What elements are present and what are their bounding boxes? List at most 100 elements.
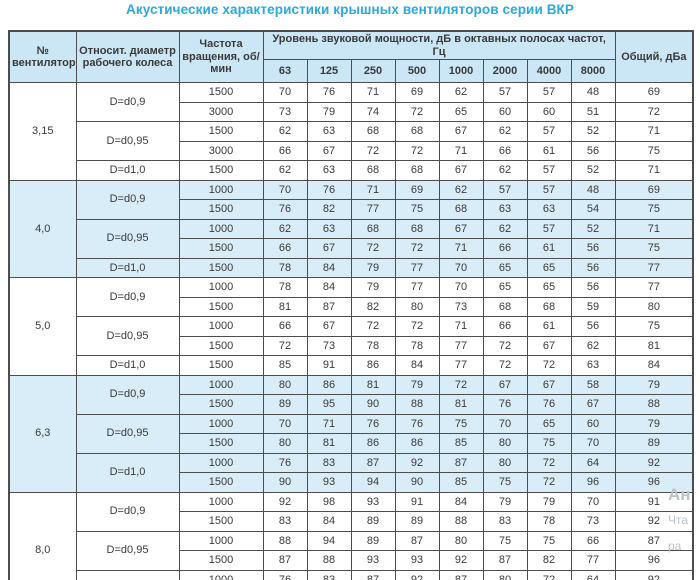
level-cell-500hz: 92 xyxy=(394,452,440,474)
level-cell-125hz: 83 xyxy=(306,569,352,580)
diameter-cell: D=d1,0 xyxy=(75,569,180,580)
level-cell-500hz: 86 xyxy=(394,433,440,454)
diameter-cell: D=d0,9 xyxy=(75,179,180,220)
level-cell-8000hz: 56 xyxy=(570,277,616,298)
level-cell-4000hz: 75 xyxy=(526,530,572,552)
level-cell-2000hz: 57 xyxy=(482,82,528,103)
rpm-cell: 1500 xyxy=(178,550,264,571)
header-impeller-diameter: Относит. диаметр рабочего колеса xyxy=(75,30,180,84)
level-cell-2000hz: 57 xyxy=(482,179,528,201)
level-cell-500hz: 72 xyxy=(394,238,440,259)
level-cell-125hz: 98 xyxy=(306,491,352,513)
level-cell-63hz: 72 xyxy=(262,335,308,357)
level-cell-1000hz: 87 xyxy=(438,452,484,474)
level-cell-63hz: 87 xyxy=(262,550,308,571)
table-row: 4,0 D=d0,9 1000 70 76 71 69 62 57 57 48 69 xyxy=(8,179,694,279)
rpm-cell: 1500 xyxy=(178,121,264,142)
level-cell-2000hz: 65 xyxy=(482,277,528,298)
level-cell-1000hz: 87 xyxy=(438,569,484,580)
total-dba-cell: 96 xyxy=(614,472,694,493)
diameter-cell: D=d1,0 xyxy=(75,452,180,493)
level-cell-125hz: 63 xyxy=(306,160,352,181)
level-cell-500hz: 72 xyxy=(394,101,440,123)
level-cell-1000hz: 72 xyxy=(438,374,484,396)
level-cell-125hz: 91 xyxy=(306,355,352,376)
level-cell-125hz: 84 xyxy=(306,277,352,298)
total-dba-cell: 79 xyxy=(614,413,694,435)
total-dba-cell: 92 xyxy=(614,511,694,532)
diameter-cell: D=d0,95 xyxy=(75,121,180,162)
total-dba-cell: 69 xyxy=(614,179,694,201)
level-cell-63hz: 85 xyxy=(262,355,308,376)
total-dba-cell: 91 xyxy=(614,491,694,513)
rpm-cell: 1000 xyxy=(178,530,264,552)
table-row: 6,3 D=d0,9 1000 80 86 81 79 72 67 67 58 79 xyxy=(8,374,694,493)
level-cell-4000hz: 79 xyxy=(526,491,572,513)
level-cell-63hz: 66 xyxy=(262,140,308,162)
total-dba-cell: 92 xyxy=(614,452,694,474)
level-cell-500hz: 87 xyxy=(394,530,440,552)
header-frequency-125: 125 xyxy=(306,59,352,84)
rpm-cell: 1000 xyxy=(178,316,264,337)
total-dba-cell: 71 xyxy=(614,218,694,240)
level-cell-2000hz: 62 xyxy=(482,218,528,240)
fan-number-cell: 8,0 xyxy=(8,491,77,580)
level-cell-8000hz: 96 xyxy=(570,472,616,493)
level-cell-2000hz: 70 xyxy=(482,413,528,435)
level-cell-500hz: 69 xyxy=(394,82,440,103)
table-row: D=d0,95 1000 70 71 76 76 75 70 65 60 79 xyxy=(9,413,694,454)
level-cell-125hz: 63 xyxy=(306,218,352,240)
rpm-cell: 1500 xyxy=(178,257,264,279)
header-total-dba: Общий, дБа xyxy=(614,30,694,84)
level-cell-1000hz: 68 xyxy=(438,199,484,220)
level-cell-2000hz: 80 xyxy=(482,569,528,580)
total-dba-cell: 92 xyxy=(614,569,694,580)
level-cell-63hz: 62 xyxy=(262,160,308,181)
rpm-cell: 1000 xyxy=(178,569,264,580)
level-cell-2000hz: 76 xyxy=(482,394,528,415)
rpm-cell: 1500 xyxy=(178,296,264,318)
level-cell-2000hz: 72 xyxy=(482,355,528,376)
total-dba-cell: 75 xyxy=(614,316,694,337)
level-cell-63hz: 83 xyxy=(262,511,308,532)
level-cell-1000hz: 85 xyxy=(438,433,484,454)
header-frequency-63: 63 xyxy=(262,59,308,84)
level-cell-63hz: 92 xyxy=(262,491,308,513)
level-cell-63hz: 66 xyxy=(262,316,308,337)
level-cell-8000hz: 56 xyxy=(570,257,616,279)
total-dba-cell: 80 xyxy=(614,296,694,318)
level-cell-250hz: 79 xyxy=(350,257,396,279)
table-row: 1500 80 81 86 86 85 80 75 70 89 xyxy=(9,433,694,454)
fan-number-cell: 6,3 xyxy=(8,374,77,493)
level-cell-1000hz: 77 xyxy=(438,355,484,376)
level-cell-2000hz: 66 xyxy=(482,140,528,162)
total-dba-cell: 75 xyxy=(614,199,694,220)
level-cell-4000hz: 61 xyxy=(526,238,572,259)
total-dba-cell: 71 xyxy=(614,160,694,181)
header-frequency-8000: 8000 xyxy=(570,59,616,84)
rpm-cell: 3000 xyxy=(178,140,264,162)
level-cell-4000hz: 65 xyxy=(526,277,572,298)
rpm-cell: 1500 xyxy=(178,199,264,220)
level-cell-8000hz: 52 xyxy=(570,218,616,240)
table-row: D=d0,95 1000 88 94 89 87 80 75 75 66 87 xyxy=(9,530,694,571)
level-cell-125hz: 82 xyxy=(306,199,352,220)
level-cell-2000hz: 80 xyxy=(482,433,528,454)
rpm-cell: 1000 xyxy=(178,491,264,513)
acoustic-characteristics-table: № вентилятора Относит. диаметр рабочего … xyxy=(8,30,695,580)
level-cell-1000hz: 84 xyxy=(438,491,484,513)
level-cell-500hz: 72 xyxy=(394,140,440,162)
rpm-cell: 1500 xyxy=(178,82,264,103)
fan-number-cell: 5,0 xyxy=(8,277,77,376)
table-row: 1500 89 95 90 88 81 76 76 67 88 xyxy=(9,394,694,415)
rpm-cell: 1000 xyxy=(178,179,264,201)
total-dba-cell: 88 xyxy=(614,394,694,415)
diameter-cell: D=d0,9 xyxy=(75,82,180,123)
diameter-cell: D=d1,0 xyxy=(75,160,180,181)
level-cell-125hz: 94 xyxy=(306,530,352,552)
table-row: 3000 73 79 74 72 65 60 60 51 72 xyxy=(9,101,694,123)
level-cell-8000hz: 51 xyxy=(570,101,616,123)
table-row: 1500 72 73 78 78 77 72 67 62 81 xyxy=(9,335,694,357)
level-cell-8000hz: 64 xyxy=(570,452,616,474)
header-rotation-speed: Частота вращения, об/мин xyxy=(178,30,264,84)
